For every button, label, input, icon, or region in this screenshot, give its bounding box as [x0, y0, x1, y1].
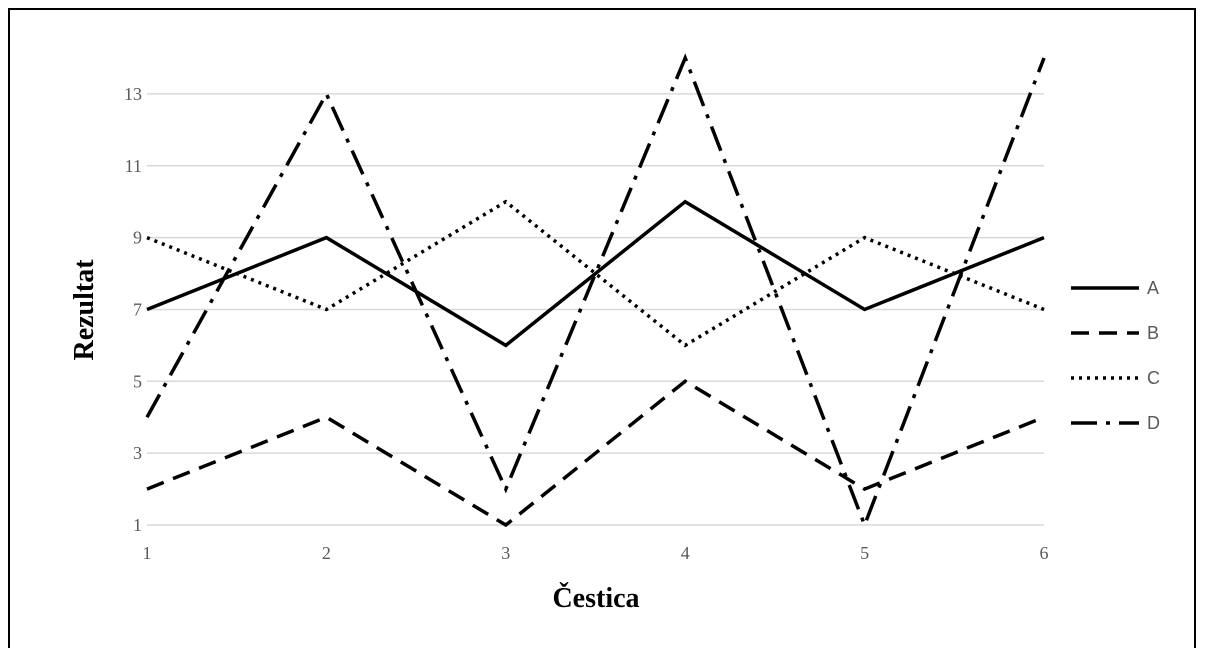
legend-label-b: B: [1147, 323, 1159, 343]
gridlines: [147, 93, 1044, 526]
series-lines: [145, 53, 1046, 530]
legend-label-c: C: [1147, 368, 1160, 388]
x-tick-label: 2: [322, 543, 331, 563]
y-tick-label: 5: [133, 371, 142, 391]
series-line-c: [146, 199, 1045, 348]
y-tick-label: 7: [133, 299, 142, 319]
x-tick-label: 6: [1040, 543, 1049, 563]
series-line-a: [146, 199, 1045, 348]
x-tick-label: 1: [143, 543, 152, 563]
y-tick-label: 1: [133, 515, 142, 535]
x-tick-labels: 1 2 3 4 5 6: [143, 543, 1049, 563]
y-tick-label: 13: [124, 84, 142, 104]
legend-label-a: A: [1147, 278, 1159, 298]
series-line-b: [146, 379, 1045, 528]
y-tick-label: 9: [133, 228, 142, 248]
chart-frame: [8, 8, 1196, 648]
x-tick-label: 5: [860, 543, 869, 563]
y-axis-title: Rezultat: [69, 259, 100, 361]
legend-label-d: D: [1147, 413, 1160, 433]
x-tick-label: 4: [681, 543, 690, 563]
legend: A B C D: [1071, 278, 1160, 433]
y-tick-label: 3: [133, 443, 142, 463]
y-tick-label: 11: [125, 156, 142, 176]
x-tick-label: 3: [501, 543, 510, 563]
series-line-d: [145, 53, 1046, 530]
x-axis-title: Čestica: [552, 583, 639, 614]
